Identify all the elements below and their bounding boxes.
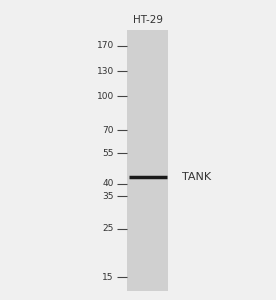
Text: 15: 15 bbox=[102, 273, 114, 282]
Text: 70: 70 bbox=[102, 126, 114, 135]
Text: 55: 55 bbox=[102, 149, 114, 158]
Text: 100: 100 bbox=[97, 92, 114, 101]
Text: 35: 35 bbox=[102, 192, 114, 201]
Text: 130: 130 bbox=[97, 67, 114, 76]
Text: HT-29: HT-29 bbox=[133, 15, 163, 25]
Bar bbox=[127, 30, 168, 291]
Text: 170: 170 bbox=[97, 41, 114, 50]
Text: TANK: TANK bbox=[182, 172, 211, 182]
Text: 25: 25 bbox=[102, 224, 114, 233]
Text: 40: 40 bbox=[102, 179, 114, 188]
